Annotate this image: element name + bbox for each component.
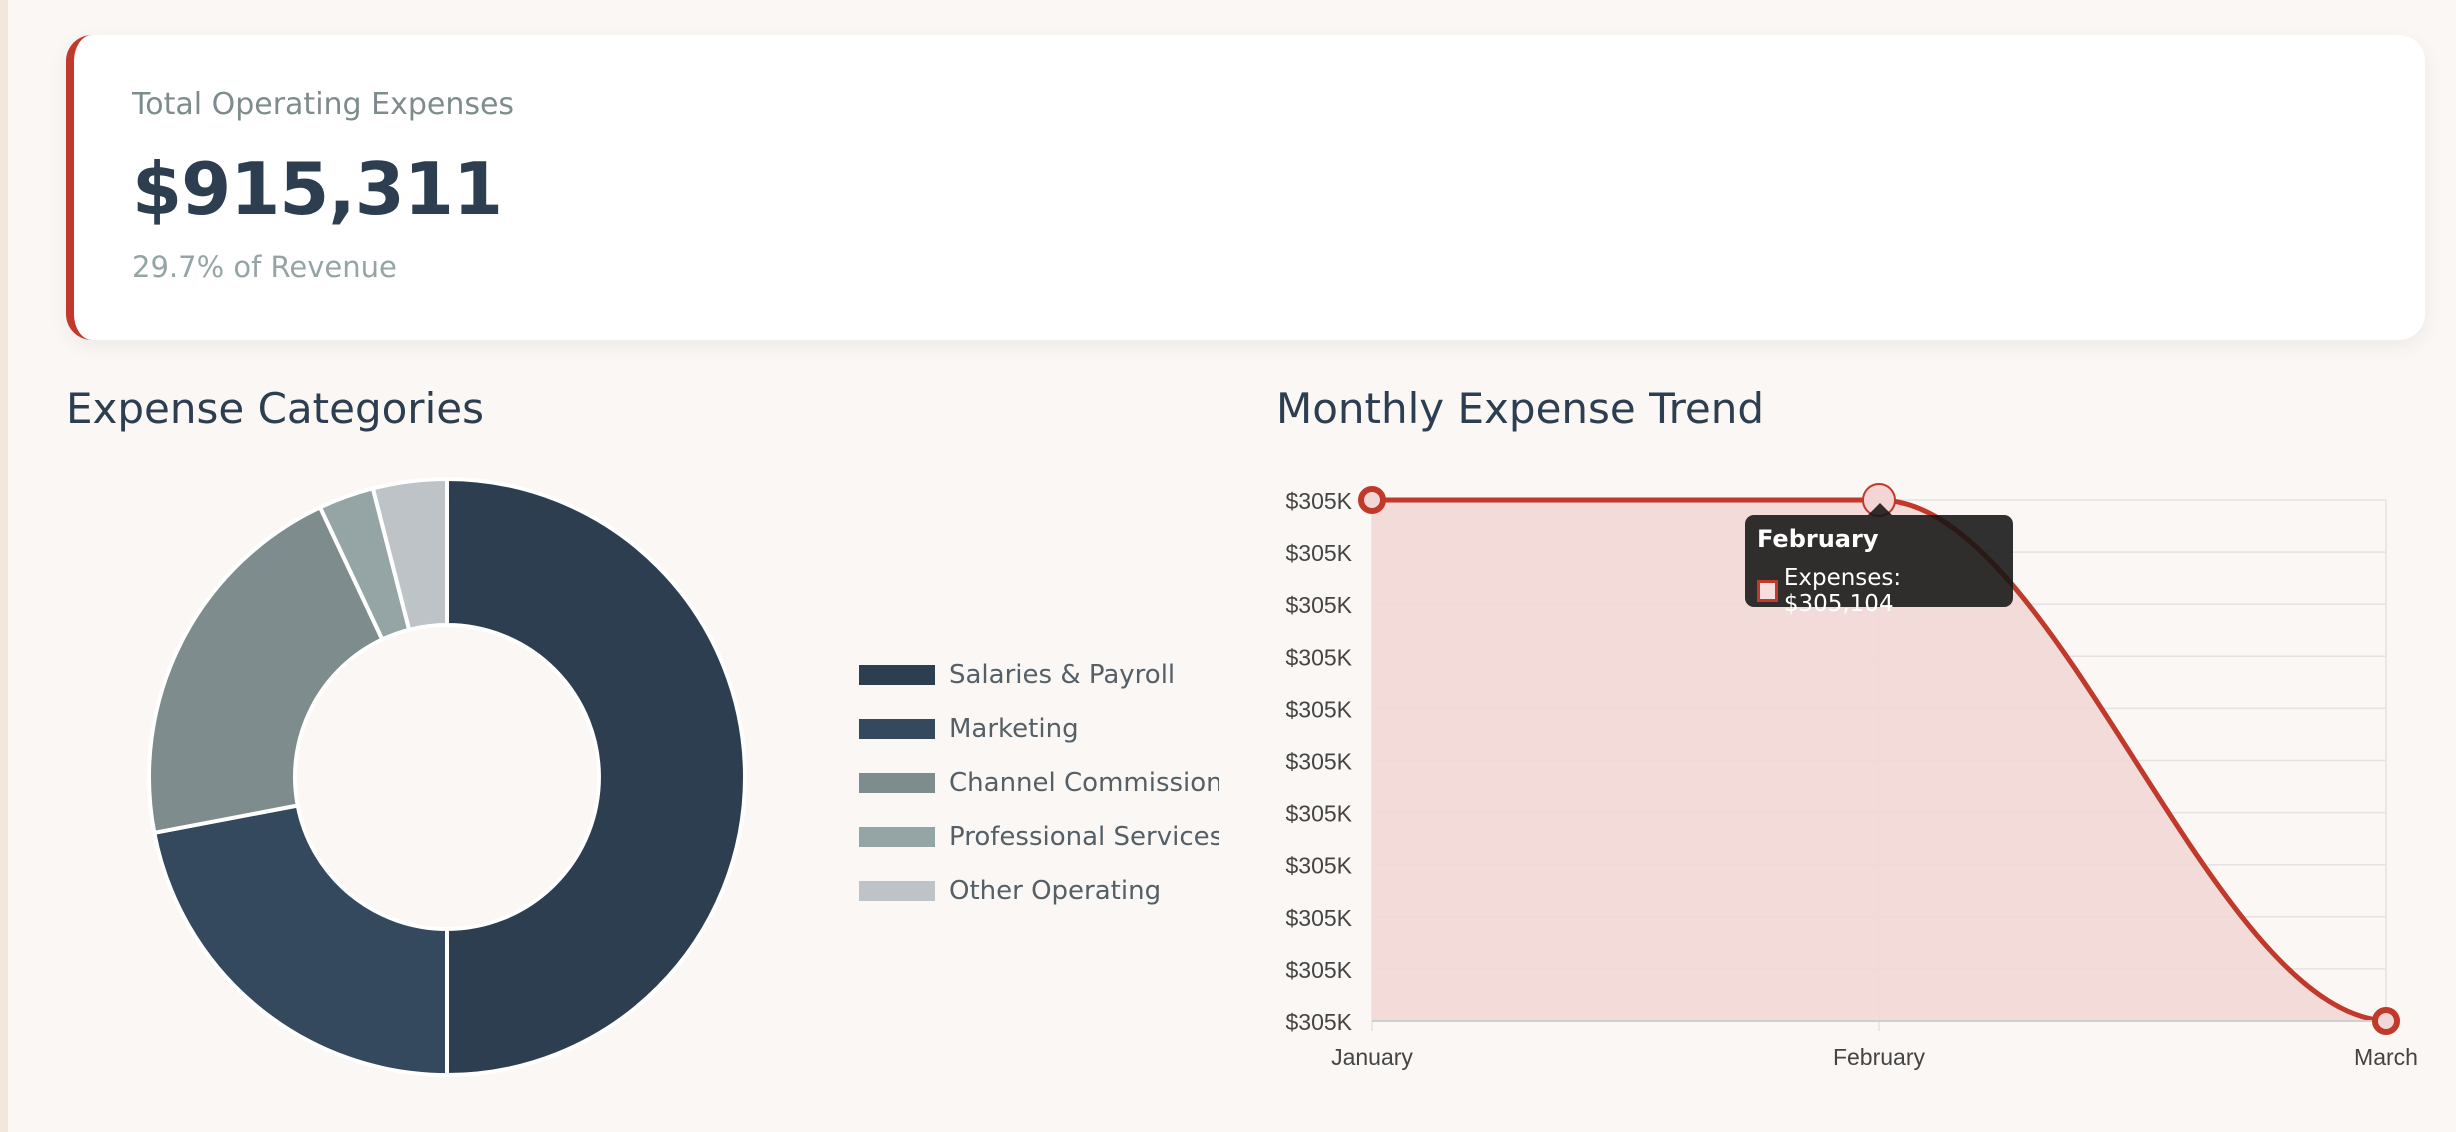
kpi-value: $915,311	[132, 147, 503, 231]
y-tick-label: $305K	[1285, 592, 1352, 618]
x-tick-label: March	[2354, 1044, 2418, 1070]
legend-swatch	[859, 719, 935, 739]
donut-legend: Salaries & Payroll Marketing Channel Commi…	[859, 648, 1219, 918]
legend-label: Professional Services	[949, 822, 1219, 852]
kpi-subtitle: 29.7% of Revenue	[132, 250, 397, 284]
total-operating-expenses-card: Total Operating Expenses $915,311 29.7% …	[66, 35, 2425, 340]
chart-tooltip: February Expenses: $305,104	[1745, 515, 2013, 617]
expenses-area-fill	[1372, 500, 2386, 1021]
y-tick-label: $305K	[1285, 488, 1352, 514]
x-tick-label: February	[1833, 1044, 1926, 1070]
y-tick-label: $305K	[1285, 696, 1352, 722]
legend-label: Other Operating	[949, 876, 1162, 906]
expense-categories-donut-chart	[147, 476, 747, 1078]
legend-swatch	[859, 827, 935, 847]
tooltip-title: February	[1757, 525, 1879, 553]
y-tick-label: $305K	[1285, 957, 1352, 983]
y-tick-label: $305K	[1285, 1009, 1352, 1035]
legend-item[interactable]: Other Operating	[859, 864, 1219, 918]
expense-categories-title: Expense Categories	[66, 384, 484, 433]
y-tick-label: $305K	[1285, 749, 1352, 775]
left-edge-strip	[0, 0, 8, 1132]
legend-label: Salaries & Payroll	[949, 660, 1176, 690]
donut-slice-channel-commissions[interactable]	[147, 504, 385, 836]
legend-label: Marketing	[949, 714, 1079, 744]
tooltip-color-swatch	[1757, 580, 1778, 602]
y-tick-label: $305K	[1285, 540, 1352, 566]
y-tick-label: $305K	[1285, 853, 1352, 879]
legend-label: Channel Commissions	[949, 768, 1219, 798]
data-point-january[interactable]	[1358, 486, 1386, 514]
legend-swatch	[859, 773, 935, 793]
donut-slice-salaries-payroll[interactable]	[445, 476, 747, 1078]
legend-item[interactable]: Professional Services	[859, 810, 1219, 864]
kpi-title: Total Operating Expenses	[132, 87, 515, 122]
donut-slice-other-operating[interactable]	[370, 476, 449, 633]
legend-item[interactable]: Salaries & Payroll	[859, 648, 1219, 702]
legend-item[interactable]: Marketing	[859, 702, 1219, 756]
tooltip-row: Expenses: $305,104	[1757, 565, 2001, 617]
monthly-expense-line-chart: $305K $305K $305K $305K $305K $305K $305K $305K…	[1285, 483, 2418, 1070]
legend-swatch	[859, 665, 935, 685]
y-tick-label: $305K	[1285, 905, 1352, 931]
donut-slice-marketing[interactable]	[151, 803, 449, 1078]
data-point-march[interactable]	[2372, 1007, 2400, 1035]
legend-swatch	[859, 881, 935, 901]
monthly-expense-trend-title: Monthly Expense Trend	[1276, 384, 1765, 433]
legend-item[interactable]: Channel Commissions	[859, 756, 1219, 810]
tooltip-label: Expenses: $305,104	[1783, 565, 1902, 617]
y-tick-label: $305K	[1285, 801, 1352, 827]
y-tick-label: $305K	[1285, 644, 1352, 670]
x-tick-label: January	[1331, 1044, 1413, 1070]
tooltip-caret	[1868, 503, 1892, 515]
